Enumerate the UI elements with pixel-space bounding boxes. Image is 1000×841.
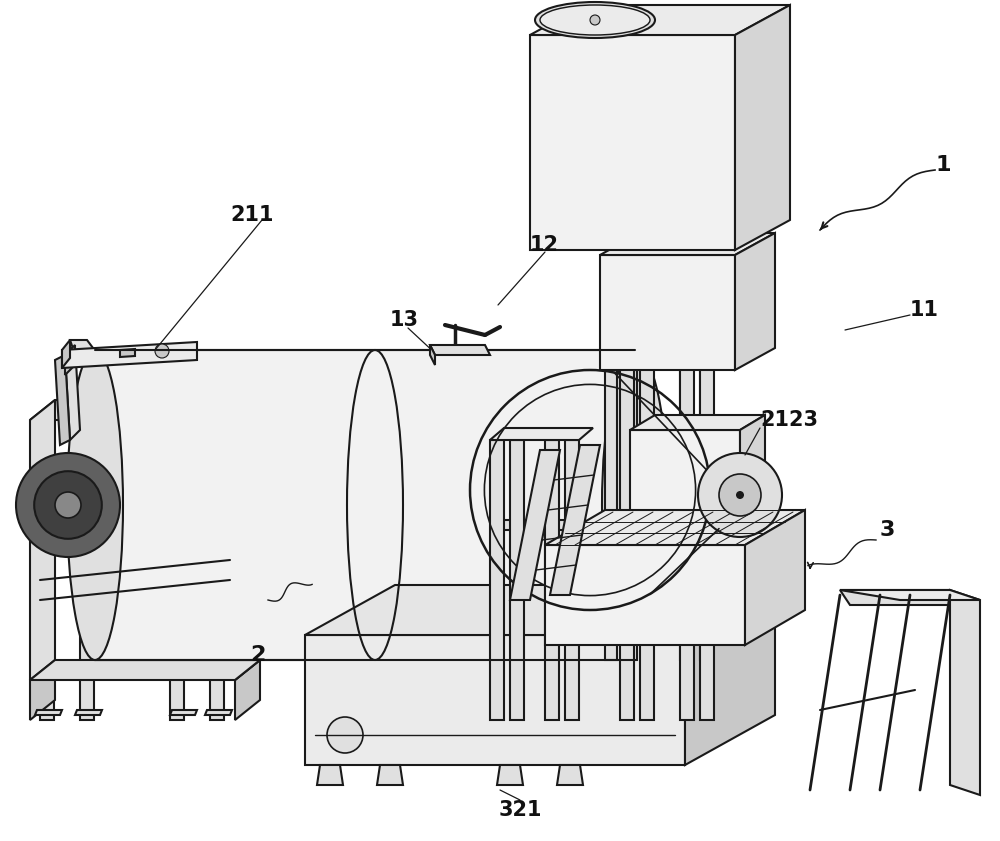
Polygon shape xyxy=(30,400,55,520)
Text: 12: 12 xyxy=(530,235,559,255)
Polygon shape xyxy=(95,350,635,660)
Polygon shape xyxy=(680,365,694,720)
Polygon shape xyxy=(490,440,504,720)
Polygon shape xyxy=(65,345,80,440)
Polygon shape xyxy=(55,355,70,445)
Polygon shape xyxy=(510,450,560,600)
Polygon shape xyxy=(840,590,980,600)
Polygon shape xyxy=(840,590,960,605)
Polygon shape xyxy=(735,5,790,250)
Circle shape xyxy=(55,492,81,518)
Circle shape xyxy=(34,471,102,539)
Polygon shape xyxy=(545,545,745,645)
Polygon shape xyxy=(70,340,102,360)
Polygon shape xyxy=(625,370,637,660)
Polygon shape xyxy=(700,365,714,720)
Polygon shape xyxy=(600,255,735,370)
Circle shape xyxy=(698,453,782,537)
Circle shape xyxy=(590,15,600,25)
Polygon shape xyxy=(630,415,765,430)
Circle shape xyxy=(16,453,120,557)
Polygon shape xyxy=(490,428,593,440)
Polygon shape xyxy=(75,710,102,715)
Text: 3: 3 xyxy=(880,520,895,540)
Polygon shape xyxy=(30,660,260,680)
Polygon shape xyxy=(530,5,790,35)
Polygon shape xyxy=(510,440,524,720)
Polygon shape xyxy=(62,342,197,368)
Polygon shape xyxy=(305,635,685,765)
Polygon shape xyxy=(30,400,260,420)
Circle shape xyxy=(327,717,363,753)
Polygon shape xyxy=(640,365,654,720)
Polygon shape xyxy=(545,510,805,545)
Ellipse shape xyxy=(602,350,668,660)
Polygon shape xyxy=(530,35,735,250)
Polygon shape xyxy=(735,233,775,370)
Polygon shape xyxy=(557,765,583,785)
Circle shape xyxy=(155,344,169,358)
Polygon shape xyxy=(62,340,70,368)
Polygon shape xyxy=(235,480,260,680)
Polygon shape xyxy=(30,500,55,680)
Text: 1: 1 xyxy=(935,155,950,175)
Text: 321: 321 xyxy=(498,800,542,820)
Polygon shape xyxy=(210,500,224,720)
Polygon shape xyxy=(545,440,559,720)
Polygon shape xyxy=(80,500,94,720)
Polygon shape xyxy=(630,430,740,530)
Circle shape xyxy=(736,491,744,499)
Polygon shape xyxy=(35,710,62,715)
Circle shape xyxy=(719,474,761,516)
Polygon shape xyxy=(950,590,980,795)
Polygon shape xyxy=(430,345,490,355)
Ellipse shape xyxy=(540,5,650,35)
Polygon shape xyxy=(377,765,403,785)
Text: 2123: 2123 xyxy=(760,410,818,430)
Polygon shape xyxy=(430,345,435,365)
Polygon shape xyxy=(235,400,260,500)
Polygon shape xyxy=(497,765,523,785)
Ellipse shape xyxy=(67,350,123,660)
Polygon shape xyxy=(235,660,260,720)
Polygon shape xyxy=(685,585,775,765)
Polygon shape xyxy=(65,345,185,365)
Polygon shape xyxy=(40,500,54,720)
Polygon shape xyxy=(680,370,692,660)
Polygon shape xyxy=(550,445,600,595)
Polygon shape xyxy=(170,500,184,720)
Polygon shape xyxy=(317,765,343,785)
Polygon shape xyxy=(605,370,617,660)
Polygon shape xyxy=(740,415,765,530)
Polygon shape xyxy=(205,710,232,715)
Polygon shape xyxy=(30,660,55,720)
Polygon shape xyxy=(700,370,712,660)
Text: 2: 2 xyxy=(250,645,265,665)
Polygon shape xyxy=(620,365,634,720)
Polygon shape xyxy=(65,345,75,375)
Text: 13: 13 xyxy=(390,310,419,330)
Polygon shape xyxy=(620,350,730,365)
Text: 11: 11 xyxy=(910,300,939,320)
Polygon shape xyxy=(490,520,579,530)
Text: 211: 211 xyxy=(230,205,274,225)
Polygon shape xyxy=(170,710,197,715)
Polygon shape xyxy=(565,440,579,720)
Polygon shape xyxy=(490,610,579,620)
Polygon shape xyxy=(600,233,775,255)
Polygon shape xyxy=(305,585,775,635)
Polygon shape xyxy=(120,349,135,357)
Ellipse shape xyxy=(535,2,655,38)
Polygon shape xyxy=(745,510,805,645)
